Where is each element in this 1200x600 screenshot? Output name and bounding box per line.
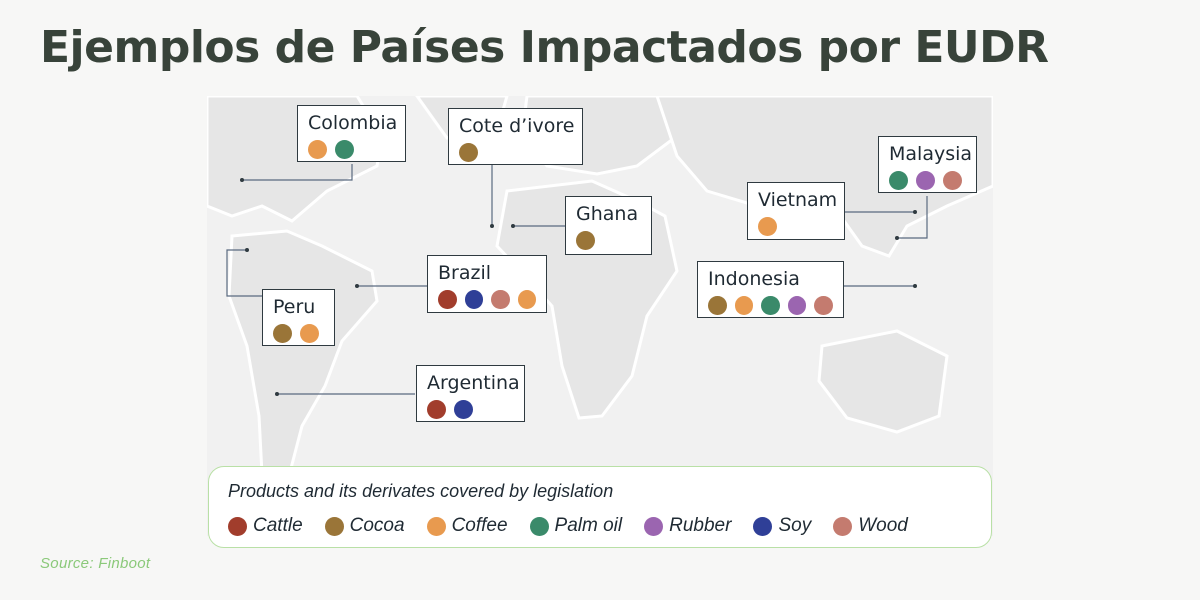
product-dots	[576, 231, 641, 250]
product-dot-coffee	[308, 140, 327, 159]
australia-shape	[817, 329, 949, 434]
product-dot-cocoa	[459, 143, 478, 162]
legend-item-rubber: Rubber	[644, 515, 731, 537]
product-dot-palm-oil	[761, 296, 780, 315]
legend-label: Palm oil	[554, 515, 623, 536]
country-box-argentina: Argentina	[416, 365, 525, 422]
product-dot-coffee	[758, 217, 777, 236]
legend-label: Wood	[858, 515, 908, 536]
legend-items: Cattle Cocoa Coffee Palm oil Rubber Soy …	[228, 515, 908, 537]
country-name: Indonesia	[708, 268, 800, 290]
product-dot-cocoa	[273, 324, 292, 343]
country-name: Ghana	[576, 203, 639, 225]
legend-label: Cocoa	[349, 515, 405, 536]
product-dot-coffee	[734, 296, 754, 315]
product-dots	[459, 143, 572, 162]
product-dot-coffee	[300, 324, 319, 343]
product-dots	[308, 140, 395, 159]
legend-swatch	[833, 516, 853, 536]
legend-label: Soy	[778, 515, 812, 536]
product-dot-rubber	[787, 296, 807, 315]
legend-label: Cattle	[253, 515, 303, 536]
country-name: Brazil	[438, 262, 492, 284]
country-box-ghana: Ghana	[565, 196, 652, 255]
page-title: Ejemplos de Países Impactados por EUDR	[40, 22, 1049, 73]
legend-swatch	[529, 516, 549, 536]
product-dot-palm-oil	[335, 140, 354, 159]
product-dot-wood	[943, 171, 962, 190]
product-dot-cocoa	[708, 296, 727, 315]
country-box-cote-divore: Cote d’ivore	[448, 108, 583, 165]
country-box-brazil: Brazil	[427, 255, 547, 313]
product-dot-coffee	[517, 290, 536, 309]
product-dots	[889, 171, 966, 190]
product-dot-rubber	[916, 171, 935, 190]
country-box-indonesia: Indonesia	[697, 261, 844, 318]
product-dot-wood	[491, 290, 510, 309]
legend-label: Rubber	[669, 515, 732, 536]
source-caption: Source: Finboot	[40, 555, 151, 572]
legend-swatch	[228, 516, 247, 536]
connector-lines	[226, 164, 928, 396]
legend-label: Coffee	[451, 515, 508, 536]
country-box-peru: Peru	[262, 289, 335, 346]
legend-item-cattle: Cattle	[228, 515, 303, 537]
country-name: Colombia	[308, 112, 398, 134]
legend-item-palm-oil: Palm oil	[529, 515, 623, 537]
product-dots	[708, 296, 833, 315]
country-name: Cote d’ivore	[459, 115, 575, 137]
country-box-colombia: Colombia	[297, 105, 406, 162]
product-dot-cattle	[427, 400, 446, 419]
product-dots	[273, 324, 324, 343]
legend: Products and its derivates covered by le…	[208, 466, 992, 548]
product-dots	[438, 290, 536, 309]
country-name: Vietnam	[758, 189, 838, 211]
country-name: Malaysia	[889, 143, 973, 165]
legend-item-coffee: Coffee	[426, 515, 508, 537]
product-dot-wood	[814, 296, 833, 315]
legend-item-cocoa: Cocoa	[324, 515, 405, 537]
world-map: Colombia Cote d’ivore Ghana Malaysia Vie…	[207, 96, 993, 536]
legend-swatch	[644, 516, 664, 536]
product-dots	[758, 217, 834, 236]
country-box-vietnam: Vietnam	[747, 182, 845, 240]
legend-swatch	[324, 516, 344, 536]
country-name: Peru	[273, 296, 316, 318]
legend-swatch	[753, 516, 773, 536]
product-dot-cocoa	[576, 231, 595, 250]
legend-item-wood: Wood	[833, 515, 908, 537]
product-dots	[427, 400, 514, 419]
legend-item-soy: Soy	[753, 515, 811, 537]
country-box-malaysia: Malaysia	[878, 136, 977, 193]
country-name: Argentina	[427, 372, 520, 394]
product-dot-cattle	[438, 290, 457, 309]
legend-swatch	[426, 516, 446, 536]
product-dot-palm-oil	[889, 171, 908, 190]
legend-title: Products and its derivates covered by le…	[228, 481, 614, 501]
product-dot-soy	[464, 290, 483, 309]
product-dot-soy	[454, 400, 473, 419]
